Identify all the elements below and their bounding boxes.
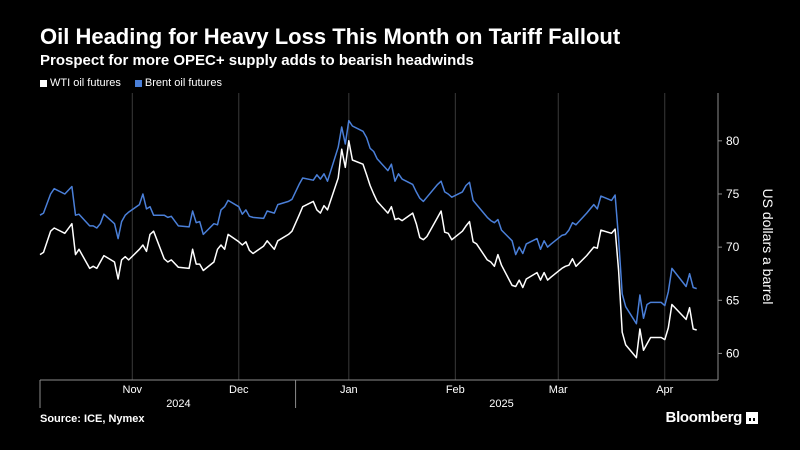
y-tick-label-65: 65 <box>726 293 740 307</box>
brent-series-line <box>39 119 697 325</box>
legend-swatch-wti <box>40 79 47 87</box>
x-tick-label-jan: Jan <box>340 384 358 396</box>
x-tick-label-mar: Mar <box>549 384 568 396</box>
y-tick-label-70: 70 <box>726 240 740 254</box>
legend-label-wti: WTI oil futures <box>50 77 121 89</box>
legend-swatch-brent <box>134 79 142 87</box>
axes: Nov Dec Jan Feb Mar Apr 2024 2025 60 65 70 75 80 US d… <box>39 93 776 410</box>
y-axis-label: US dollars a barrel <box>760 189 776 305</box>
legend-item-wti: WTI oil futures <box>40 77 121 89</box>
bloomberg-logo: Bloomberg <box>666 409 758 426</box>
wti-series-line <box>39 140 697 359</box>
series-lines <box>39 119 697 359</box>
grid-lines <box>131 93 666 380</box>
x-tick-label-dec: Dec <box>229 384 249 396</box>
source-note: Source: ICE, Nymex <box>40 413 145 425</box>
x-tick-label-nov: Nov <box>123 384 143 396</box>
legend-label-brent: Brent oil futures <box>144 77 222 89</box>
y-tick-label-60: 60 <box>726 346 740 360</box>
chart-title: Oil Heading for Heavy Loss This Month on… <box>40 24 621 49</box>
x-tick-label-apr: Apr <box>656 384 673 396</box>
y-tick-label-75: 75 <box>726 187 740 201</box>
year-label-2024: 2024 <box>166 398 190 410</box>
chart-legend: WTI oil futures Brent oil futures <box>40 77 222 89</box>
y-tick-label-80: 80 <box>726 134 740 148</box>
year-label-2025: 2025 <box>489 398 513 410</box>
chart-subtitle: Prospect for more OPEC+ supply adds to b… <box>40 52 474 69</box>
bloomberg-mark-icon <box>746 411 758 424</box>
legend-item-brent: Brent oil futures <box>134 77 222 89</box>
brand-name: Bloomberg <box>665 409 743 426</box>
x-tick-label-feb: Feb <box>446 384 465 396</box>
